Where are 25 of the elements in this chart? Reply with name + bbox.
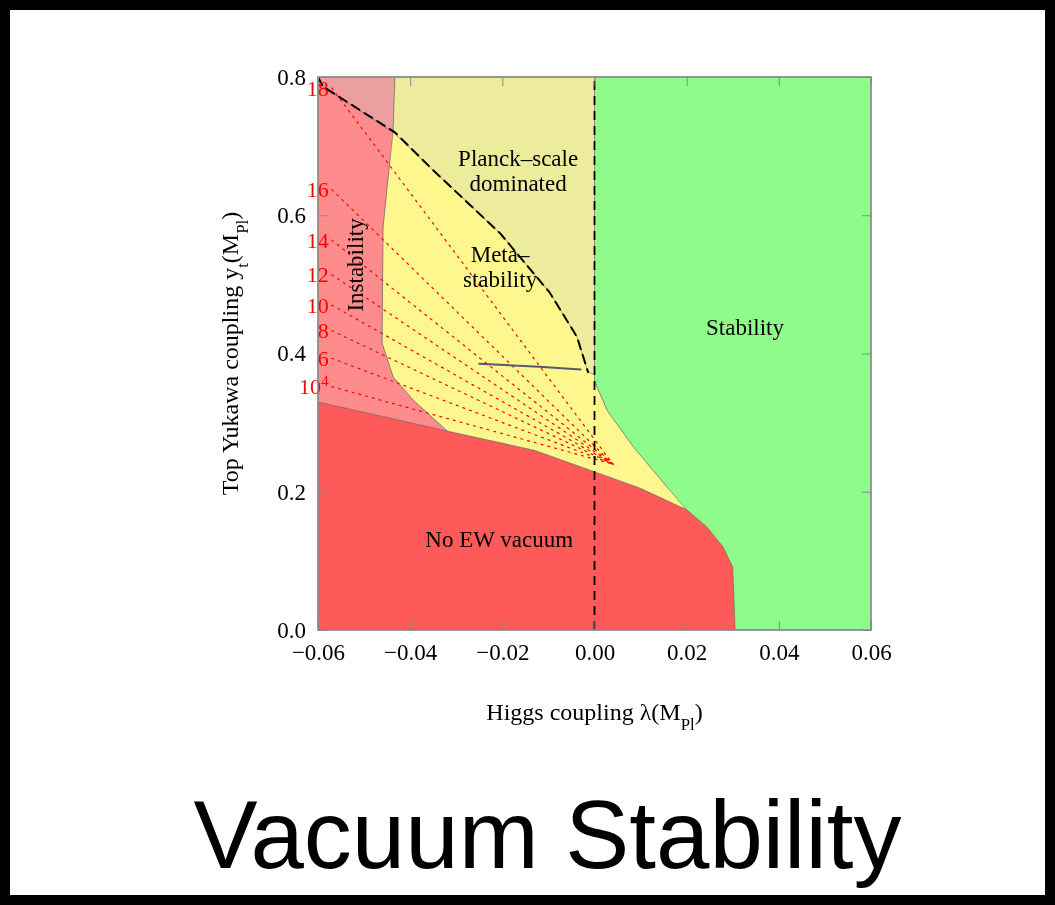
x-tick-label: 0.06 [851, 640, 892, 666]
x-tick-label: 0.04 [759, 640, 800, 666]
series-label: Planck–scale dominated [458, 145, 579, 197]
text: Vacuum Stability [193, 781, 902, 888]
series-label: Stability [706, 314, 785, 340]
x-tick-label: 0.02 [667, 640, 708, 666]
series-label: 18 [306, 75, 329, 101]
series-label: 10 [306, 292, 329, 318]
x-tick-label: −0.06 [291, 640, 346, 666]
y-tick-label: 0.2 [277, 479, 306, 505]
x-tick-label: 0.00 [574, 640, 616, 666]
series-label: 10$^{4}$ [299, 371, 330, 400]
y-tick-label: 0.8 [277, 64, 306, 90]
series-label: 16 [306, 177, 329, 203]
series-label: Instability [342, 217, 368, 312]
series-label: 14 [306, 227, 329, 253]
series-label: 12 [306, 262, 329, 288]
x-tick-label: −0.04 [384, 640, 438, 666]
y-tick-label: 0.0 [277, 617, 306, 643]
y-tick-label: 0.6 [277, 203, 306, 229]
series-label: No EW vacuum [425, 527, 574, 553]
x-axis-title: Higgs coupling λ(M$_{Pl}$) [486, 699, 703, 734]
series-label: Meta– stability [463, 242, 538, 293]
x-tick-label: −0.02 [476, 640, 530, 666]
y-tick-label: 0.4 [277, 341, 307, 367]
